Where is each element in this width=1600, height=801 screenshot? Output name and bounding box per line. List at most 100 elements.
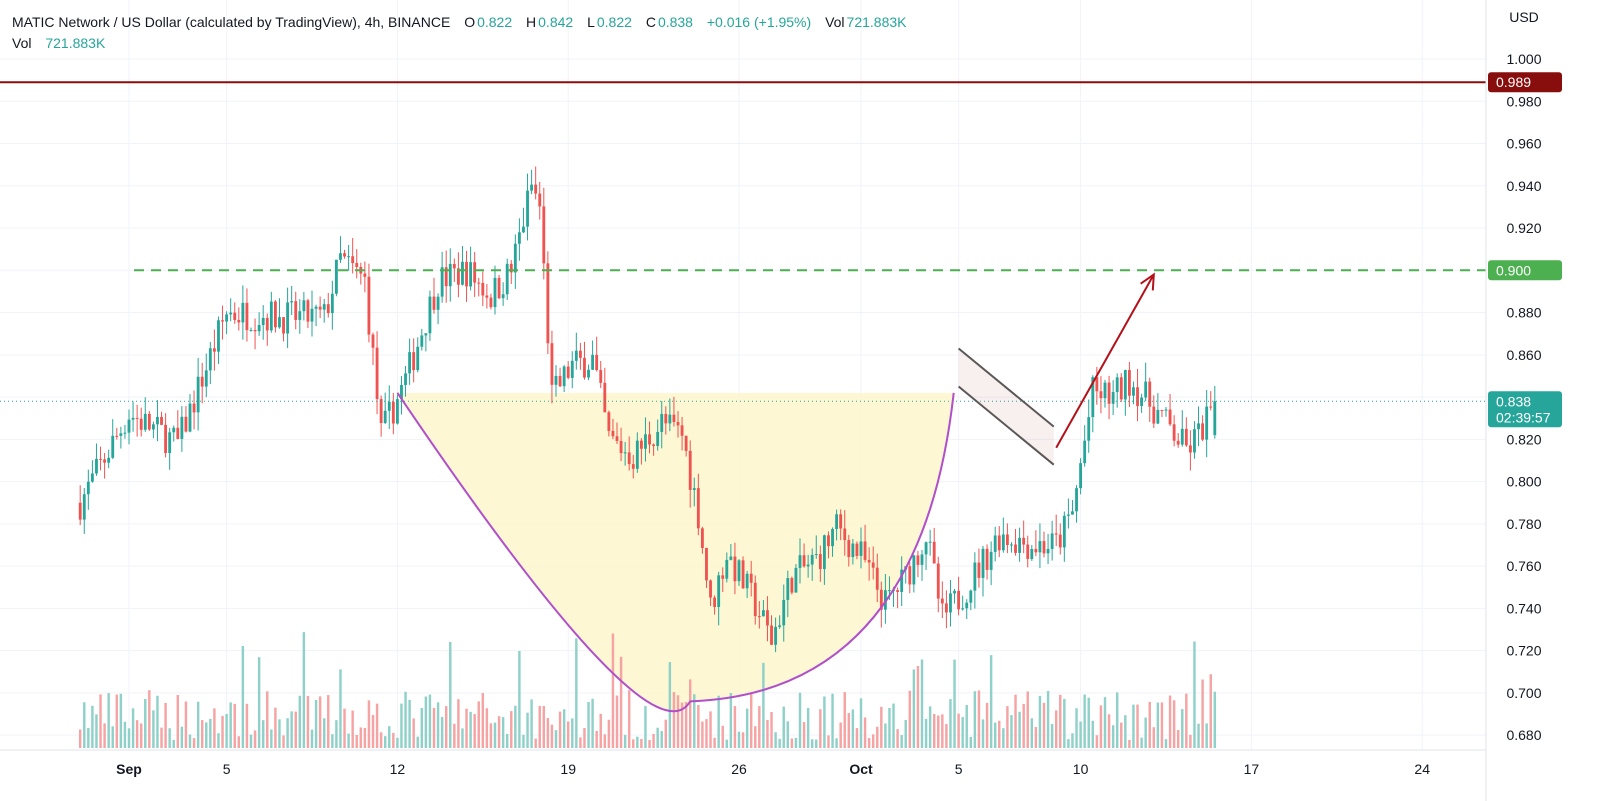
candle-body xyxy=(1205,406,1209,440)
volume-bar xyxy=(229,702,232,748)
volume-bar xyxy=(461,728,464,748)
candle-body xyxy=(184,416,188,432)
target-price-tag: 0.900 xyxy=(1496,262,1531,278)
volume-bar xyxy=(111,726,114,748)
candle-body xyxy=(343,253,346,257)
volume-bar xyxy=(335,720,338,748)
volume-bar xyxy=(924,718,928,748)
candle-body xyxy=(554,375,558,385)
volume-bar xyxy=(530,699,533,748)
resistance-price-tag: 0.989 xyxy=(1496,74,1531,90)
volume-bar xyxy=(1026,691,1029,748)
candle-body xyxy=(957,590,961,610)
volume-bar xyxy=(1124,715,1127,748)
candle-body xyxy=(180,416,184,439)
volume-bar xyxy=(1022,703,1025,748)
volume-bar xyxy=(680,702,684,748)
candle-body xyxy=(615,436,619,441)
price-tick-label: 0.680 xyxy=(1506,727,1541,743)
time-tick-label: Oct xyxy=(849,761,873,777)
candle-body xyxy=(497,277,501,299)
volume-bar xyxy=(949,699,952,748)
volume-bar xyxy=(375,703,379,748)
volume-bar xyxy=(725,739,729,748)
candle-body xyxy=(680,425,684,436)
candle-body xyxy=(965,602,969,609)
candle-body xyxy=(871,562,875,568)
candle-body xyxy=(1042,541,1046,554)
candle-body xyxy=(375,347,379,400)
price-tick-label: 1.000 xyxy=(1506,51,1541,67)
volume-bar xyxy=(595,730,598,748)
candle-body xyxy=(1026,544,1030,559)
volume-bar xyxy=(1063,698,1066,748)
volume-bar xyxy=(359,727,363,748)
candle-body xyxy=(949,593,952,613)
volume-bar xyxy=(892,703,895,748)
candle-body xyxy=(1188,445,1192,453)
volume-bar xyxy=(969,736,973,748)
volume-bar xyxy=(664,719,668,748)
candle-body xyxy=(473,262,477,283)
volume-bar xyxy=(351,710,354,748)
volume-bar xyxy=(392,732,395,748)
candle-body xyxy=(896,590,900,592)
price-tick-label: 0.860 xyxy=(1506,347,1541,363)
candle-body xyxy=(530,184,534,191)
candle-body xyxy=(168,432,172,454)
volume-bar xyxy=(526,712,529,748)
volume-bar xyxy=(501,717,505,748)
candle-body xyxy=(574,350,578,361)
volume-bar xyxy=(843,692,846,748)
candle-body xyxy=(436,296,440,310)
volume-bar xyxy=(310,729,314,748)
chart-legend: MATIC Network / US Dollar (calculated by… xyxy=(12,12,908,54)
volume-bar xyxy=(745,708,749,748)
candle-body xyxy=(379,399,383,424)
candle-body xyxy=(1066,514,1070,516)
volume-bar xyxy=(274,707,277,748)
candle-body xyxy=(1176,440,1180,445)
candle-body xyxy=(705,547,708,581)
volume-row-label: Vol xyxy=(12,35,32,51)
candle-body xyxy=(156,416,159,425)
candle-body xyxy=(367,276,371,335)
candle-body xyxy=(1136,387,1139,407)
candle-body xyxy=(1127,370,1131,396)
volume-bars xyxy=(78,632,1217,748)
candle-body xyxy=(1144,381,1148,398)
candle-body xyxy=(290,301,294,303)
candle-body xyxy=(408,352,412,374)
candle-body xyxy=(526,190,529,227)
candle-body xyxy=(867,559,871,563)
volume-bar xyxy=(847,713,851,748)
volume-bar xyxy=(558,711,562,748)
volume-bar xyxy=(575,638,578,748)
candle-body xyxy=(1030,548,1034,559)
close-value: 0.838 xyxy=(657,14,693,30)
volume-bar xyxy=(774,732,777,748)
last-price-tag-bg xyxy=(1488,391,1562,428)
volume-bar xyxy=(599,713,602,748)
volume-bar xyxy=(815,739,818,748)
volume-bar xyxy=(347,733,350,748)
candle-body xyxy=(570,360,574,378)
volume-bar xyxy=(733,706,737,748)
volume-bar xyxy=(290,711,293,748)
candle-body xyxy=(131,417,135,420)
candle-body xyxy=(981,548,985,578)
candle-body xyxy=(623,452,627,454)
volume-bar xyxy=(477,701,480,748)
candle-body xyxy=(721,575,725,579)
candle-body xyxy=(221,320,224,322)
candle-body xyxy=(729,556,733,560)
candle-body xyxy=(794,567,798,593)
cup-fill xyxy=(397,392,954,712)
candle-body xyxy=(261,317,265,326)
candle-body xyxy=(989,551,993,570)
candle-body xyxy=(95,458,98,474)
volume-bar xyxy=(99,694,102,748)
candle-body xyxy=(448,263,452,287)
candle-body xyxy=(522,226,525,233)
